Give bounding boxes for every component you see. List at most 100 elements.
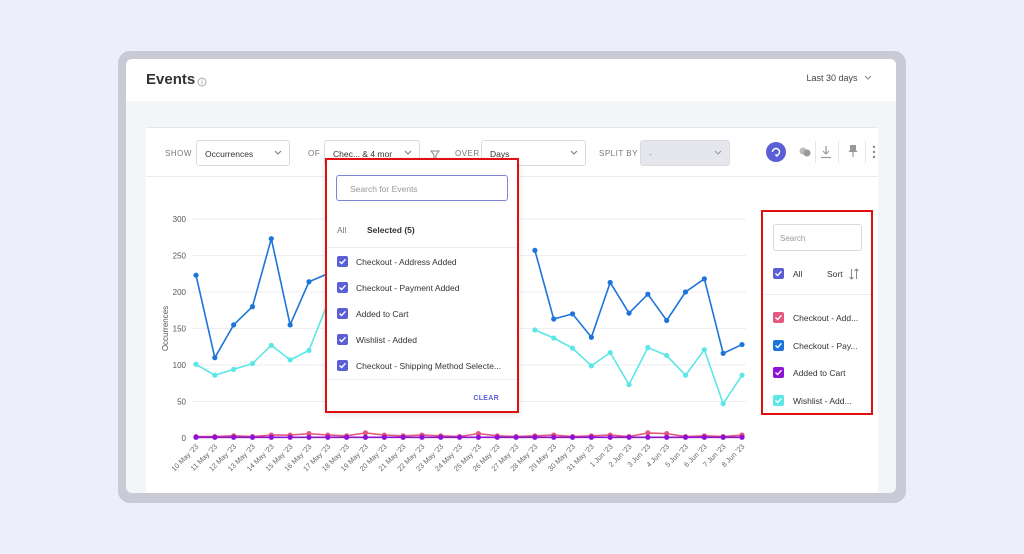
legend-item-label: Checkout - Pay... [793,341,858,351]
date-range-label: Last 30 days [806,73,858,83]
data-point [664,317,670,324]
data-point [701,347,707,353]
data-point [193,361,199,367]
show-select[interactable]: Occurrences [196,140,290,166]
data-point [306,431,312,437]
date-range-selector[interactable]: Last 30 days [806,73,872,83]
data-point [212,372,218,378]
data-point [626,310,632,316]
data-point [701,434,707,440]
legend-color-checkbox[interactable] [773,395,784,406]
series-line [534,329,743,406]
legend-item-label: Wishlist - Add... [793,396,852,406]
data-point [607,279,613,286]
data-point [569,311,576,317]
legend-search-input[interactable]: Search [773,224,862,251]
data-point [664,434,670,440]
data-point [739,434,745,440]
sort-label[interactable]: Sort [827,269,843,279]
legend-divider [763,294,871,295]
refresh-button[interactable] [766,142,786,162]
data-point [682,289,689,295]
legend-color-checkbox[interactable] [773,367,784,378]
y-tick-label: 0 [182,434,187,443]
of-label: OF [308,149,321,158]
check-icon [775,369,783,376]
data-point [306,347,312,353]
data-point [306,279,312,285]
info-icon[interactable] [197,74,207,92]
data-point [231,434,237,440]
toolbar-divider [838,141,839,163]
tab-all[interactable]: All [337,225,347,235]
series-line [195,238,329,360]
event-option-label: Wishlist - Added [356,335,417,345]
check-icon [339,336,347,343]
data-point [287,357,293,363]
data-point [231,322,237,328]
more-options-icon[interactable] [871,145,877,164]
data-point [645,291,651,297]
chevron-down-icon [864,75,872,80]
pin-icon[interactable] [848,144,858,163]
clear-button[interactable]: CLEAR [473,395,499,402]
data-point [419,434,425,440]
data-point [739,372,745,378]
data-point [720,350,726,356]
header-bar: Events Last 30 days [126,59,896,101]
data-point [551,316,557,322]
data-point [532,434,538,440]
data-point [664,431,670,437]
data-point [513,434,519,440]
data-point [287,322,293,328]
toolbar-divider [815,141,816,163]
y-tick-label: 250 [173,252,187,261]
data-point [362,430,369,436]
data-point [193,272,199,278]
data-point [607,434,613,440]
checkbox[interactable] [337,256,348,267]
compare-icon[interactable] [798,145,812,164]
check-icon [339,362,347,369]
data-point [249,434,256,440]
data-point [532,327,538,333]
checkbox[interactable] [773,268,784,279]
check-icon [775,342,783,349]
data-point [626,434,632,440]
dropdown-divider [327,247,517,248]
legend-color-checkbox[interactable] [773,312,784,323]
checkbox[interactable] [337,334,348,345]
event-option-label: Checkout - Address Added [356,257,457,267]
tab-selected[interactable]: Selected (5) [367,225,415,235]
data-point [720,401,726,407]
data-point [212,355,218,361]
legend-all-label: All [793,269,803,279]
download-icon[interactable] [820,145,832,164]
event-search-input[interactable]: Search for Events [336,175,508,201]
check-icon [775,270,783,277]
chevron-down-icon [404,150,412,155]
data-point [306,434,312,440]
data-point [645,434,651,440]
y-tick-label: 150 [173,325,187,334]
data-point [231,366,237,372]
split-by-select[interactable]: - [640,140,730,166]
data-point [475,434,482,440]
data-point [381,434,387,440]
data-point [682,434,689,440]
data-point [475,431,482,437]
show-select-value: Occurrences [205,149,254,159]
data-point [400,434,406,440]
data-point [588,334,594,340]
checkbox[interactable] [337,282,348,293]
legend-search-placeholder: Search [780,234,806,243]
page-title: Events [146,71,196,88]
chevron-down-icon [570,150,578,155]
checkbox[interactable] [337,308,348,319]
data-point [268,434,274,440]
sort-icon[interactable] [848,267,860,285]
legend-color-checkbox[interactable] [773,340,784,351]
checkbox[interactable] [337,360,348,371]
legend-panel: Search All Sort Checkout - Add... Checko… [761,210,873,415]
data-point [212,434,218,440]
